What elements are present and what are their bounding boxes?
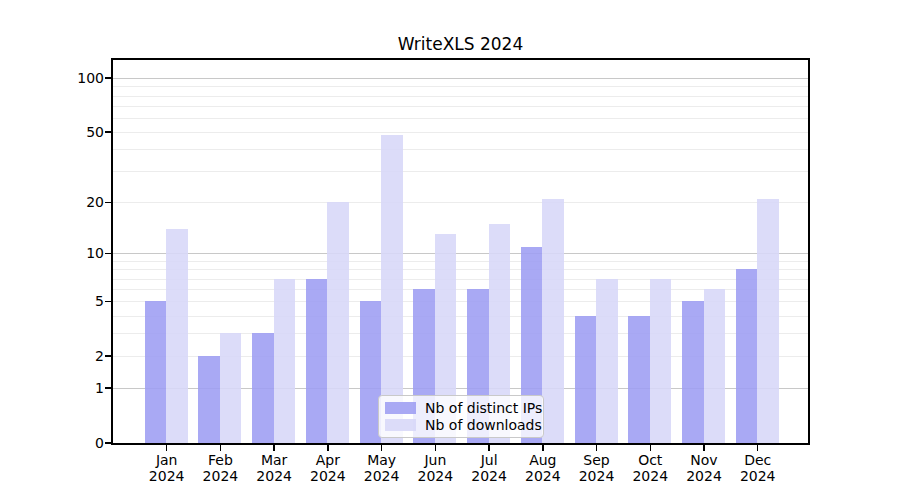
- plot-area: Nb of distinct IPs Nb of downloads: [111, 58, 810, 445]
- legend-swatch-distinct-ips-icon: [385, 402, 416, 414]
- x-tick-mark: [273, 445, 275, 451]
- legend-swatch-downloads-icon: [385, 419, 416, 431]
- bar-oct-downloads: [650, 279, 672, 443]
- x-tick-mark: [166, 445, 168, 451]
- bar-nov-downloads: [704, 289, 726, 443]
- chart-figure: WriteXLS 2024 Nb of distinct IPs Nb of d…: [0, 0, 900, 500]
- gridline-minor: [113, 132, 808, 133]
- y-tick-label: 5: [40, 293, 104, 309]
- gridline-major: [113, 78, 808, 79]
- x-tick-mark: [757, 445, 759, 451]
- legend: Nb of distinct IPs Nb of downloads: [378, 395, 544, 438]
- x-tick-label: Dec2024: [718, 452, 798, 484]
- legend-item-distinct-ips: Nb of distinct IPs: [385, 400, 537, 416]
- bar-nov-distinct-ips: [682, 301, 704, 443]
- bar-oct-distinct-ips: [628, 316, 650, 443]
- gridline-minor: [113, 106, 808, 107]
- y-tick-mark: [105, 202, 111, 204]
- gridline-minor: [113, 118, 808, 119]
- bar-apr-distinct-ips: [306, 279, 328, 443]
- bar-dec-downloads: [757, 199, 779, 443]
- y-tick-mark: [105, 442, 111, 444]
- x-tick-mark: [650, 445, 652, 451]
- y-tick-label: 100: [40, 70, 104, 86]
- y-tick-label: 50: [40, 124, 104, 140]
- y-tick-label: 2: [40, 348, 104, 364]
- bar-apr-downloads: [327, 202, 349, 443]
- bar-sep-distinct-ips: [575, 316, 597, 443]
- gridline-minor: [113, 269, 808, 270]
- y-tick-label: 10: [40, 245, 104, 261]
- gridline-minor: [113, 261, 808, 262]
- bar-dec-distinct-ips: [736, 269, 758, 443]
- x-tick-mark: [703, 445, 705, 451]
- x-tick-mark: [435, 445, 437, 451]
- y-tick-mark: [105, 301, 111, 303]
- bar-feb-distinct-ips: [198, 356, 220, 443]
- bar-mar-distinct-ips: [252, 333, 274, 443]
- legend-item-downloads: Nb of downloads: [385, 417, 537, 433]
- y-tick-label: 1: [40, 380, 104, 396]
- bar-sep-downloads: [596, 279, 618, 443]
- y-tick-mark: [105, 77, 111, 79]
- x-tick-mark: [596, 445, 598, 451]
- bar-mar-downloads: [274, 279, 296, 443]
- x-tick-mark: [542, 445, 544, 451]
- y-tick-mark: [105, 355, 111, 357]
- y-tick-label: 0: [40, 435, 104, 451]
- y-tick-label: 20: [40, 194, 104, 210]
- chart-title: WriteXLS 2024: [113, 34, 808, 54]
- x-tick-mark: [488, 445, 490, 451]
- x-tick-label-month: Dec: [718, 452, 798, 468]
- legend-label-downloads: Nb of downloads: [425, 417, 542, 433]
- x-tick-mark: [327, 445, 329, 451]
- gridline-minor: [113, 279, 808, 280]
- y-tick-mark: [105, 387, 111, 389]
- x-tick-mark: [220, 445, 222, 451]
- gridline-minor: [113, 202, 808, 203]
- y-tick-mark: [105, 253, 111, 255]
- x-tick-mark: [381, 445, 383, 451]
- gridline-major: [113, 253, 808, 254]
- gridline-minor: [113, 96, 808, 97]
- bar-aug-downloads: [542, 199, 564, 443]
- gridline-minor: [113, 86, 808, 87]
- x-tick-label-year: 2024: [718, 468, 798, 484]
- bar-jan-distinct-ips: [145, 301, 167, 443]
- legend-label-distinct-ips: Nb of distinct IPs: [425, 400, 542, 416]
- bar-jan-downloads: [166, 229, 188, 443]
- y-tick-mark: [105, 131, 111, 133]
- gridline-minor: [113, 171, 808, 172]
- gridline-minor: [113, 149, 808, 150]
- bar-feb-downloads: [220, 333, 242, 443]
